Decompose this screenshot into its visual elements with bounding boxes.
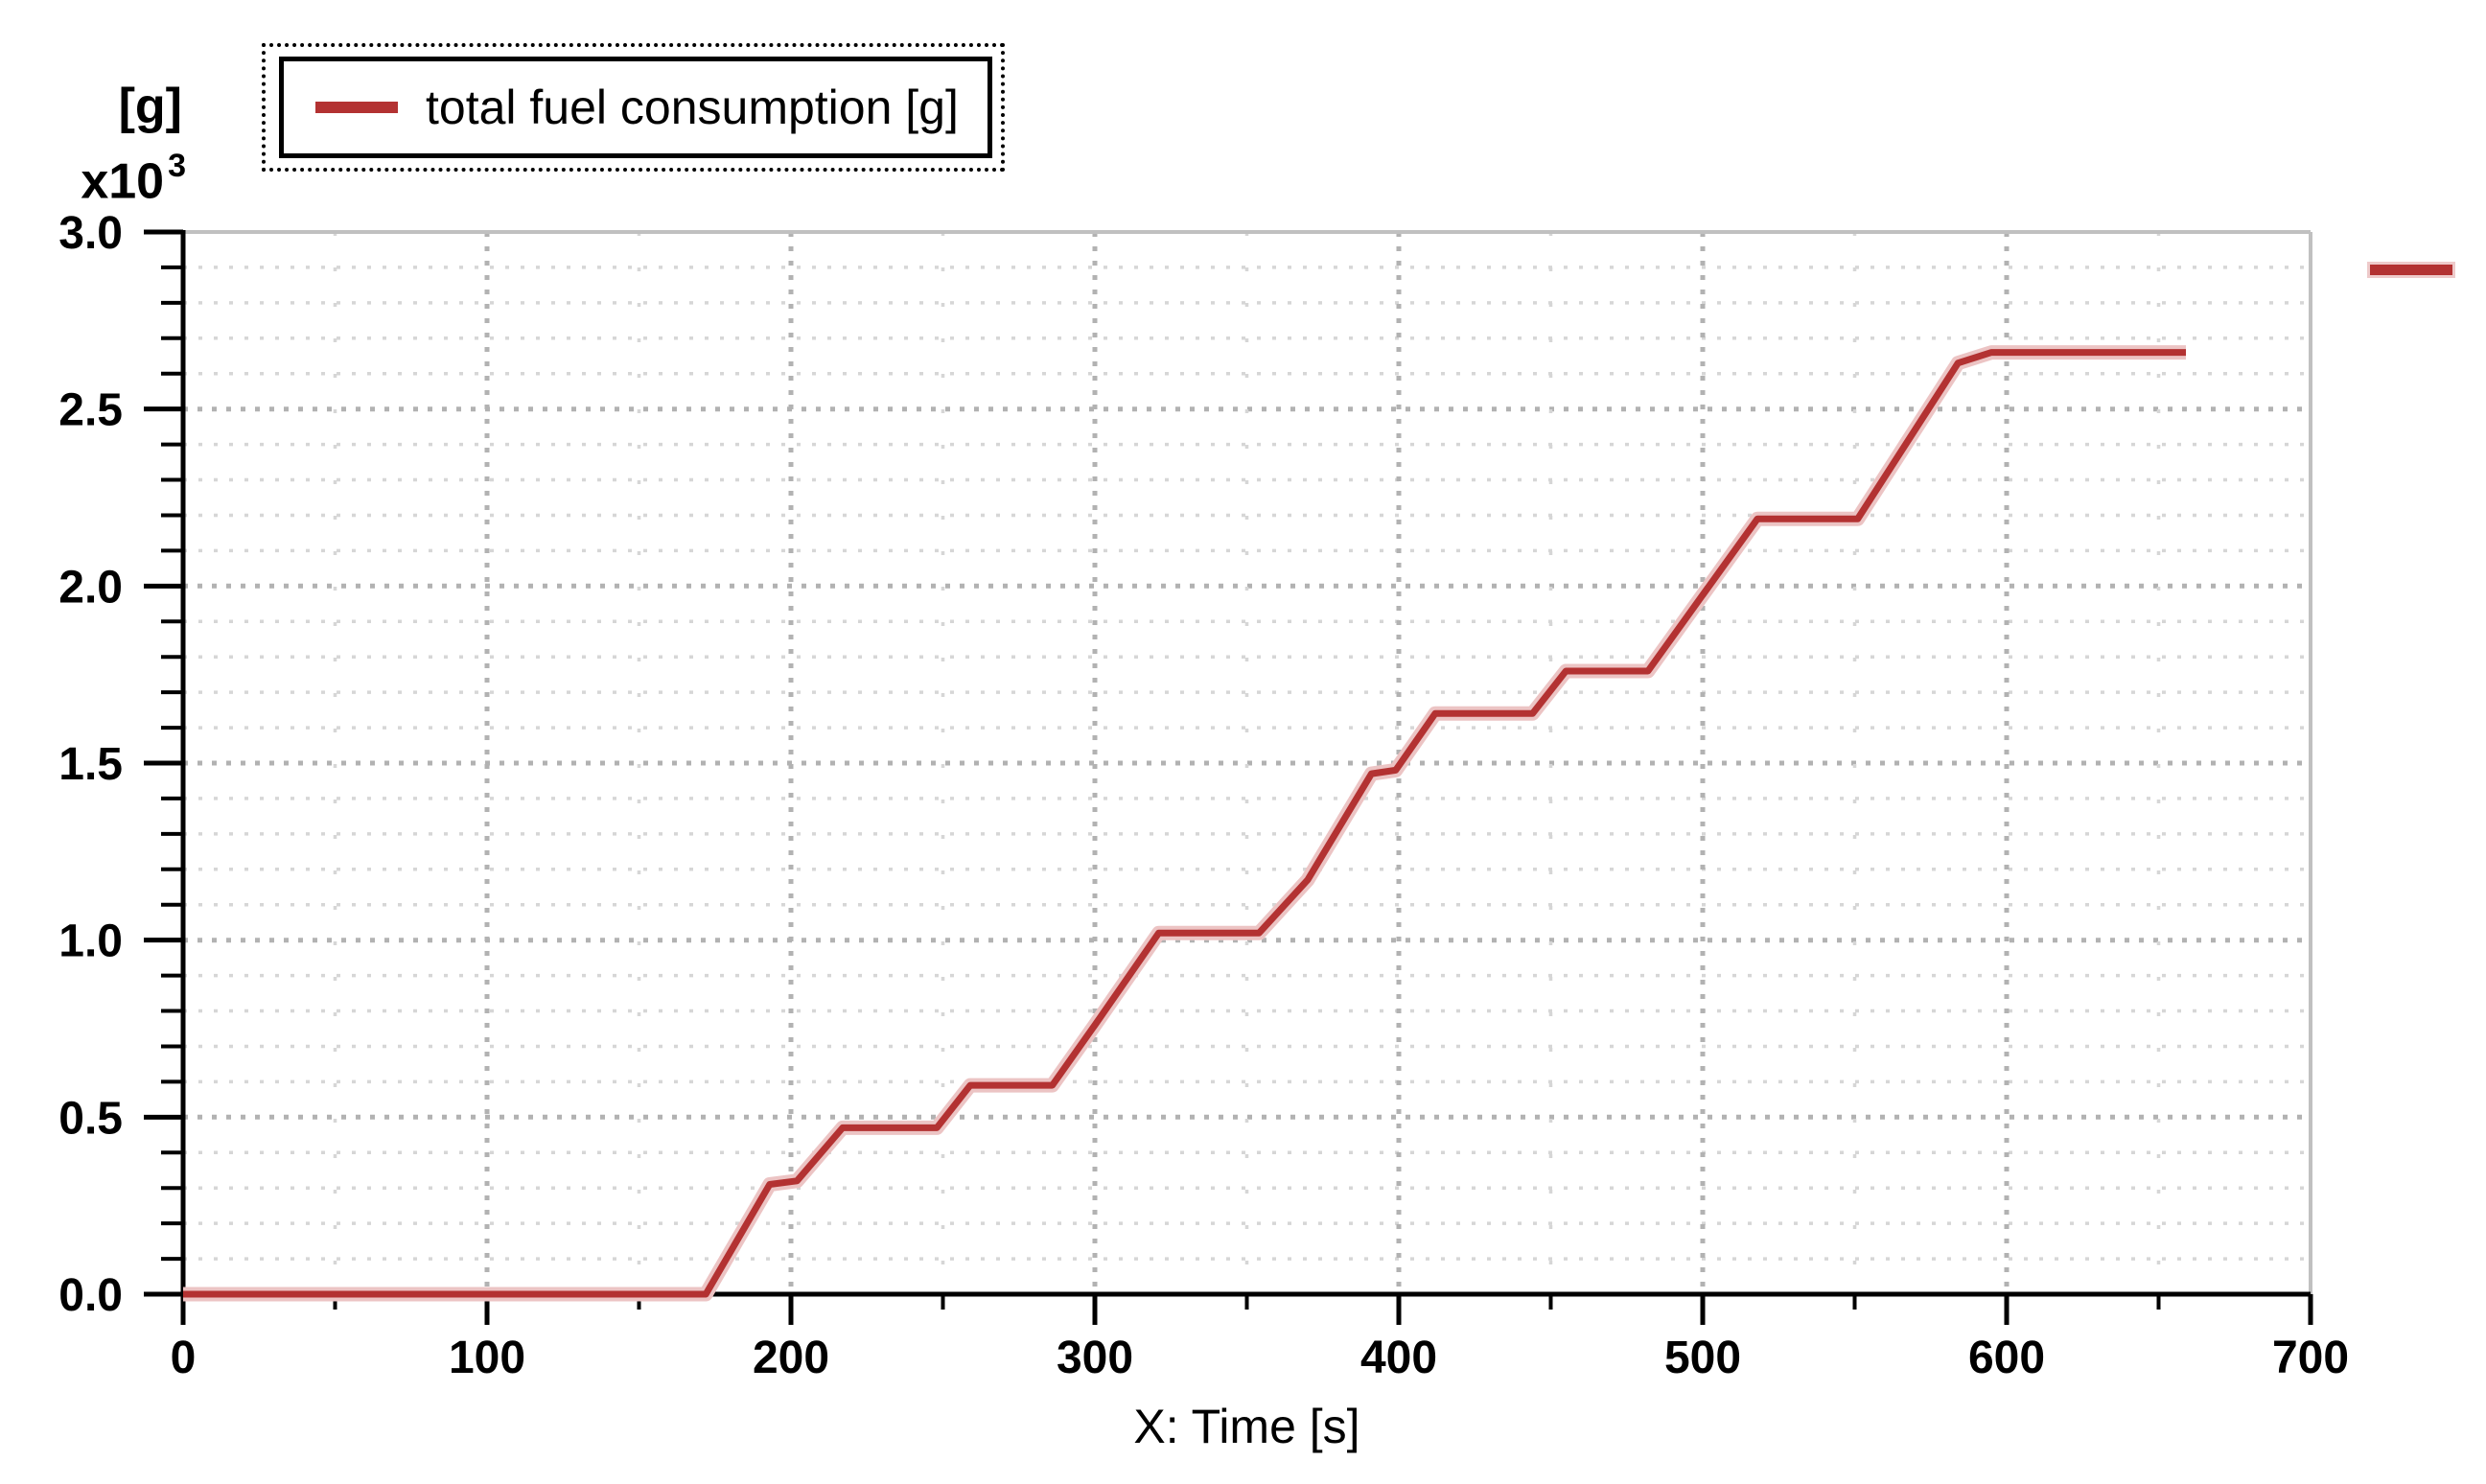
y-tick-label: 3.0 [58, 208, 123, 259]
legend-label: total fuel consumption [g] [426, 81, 959, 134]
legend-box[interactable]: total fuel consumption [g] [262, 43, 1005, 172]
y-tick-label: 1.0 [58, 916, 123, 967]
y-tick-label: 2.0 [58, 562, 123, 613]
x-tick-label: 300 [1057, 1333, 1133, 1383]
series-line-halo [183, 345, 2186, 1302]
y-tick-label: 1.5 [58, 739, 123, 790]
x-tick-label: 600 [1968, 1333, 2045, 1383]
legend-inner-frame: total fuel consumption [g] [279, 57, 992, 158]
y-axis-scale-label: x10 3 [81, 148, 186, 210]
legend-line-swatch [315, 102, 398, 113]
x-tick-label: 200 [753, 1333, 829, 1383]
y-tick-label: 2.5 [58, 385, 123, 436]
y-tick-label: 0.0 [58, 1270, 123, 1321]
x-tick-label: 700 [2272, 1333, 2349, 1383]
y-tick-label: 0.5 [58, 1093, 123, 1144]
x-tick-label: 500 [1664, 1333, 1741, 1383]
x-tick-label: 0 [171, 1333, 197, 1383]
y-axis-unit-label: [g] [118, 79, 182, 134]
series-line[interactable] [183, 349, 2186, 1298]
x-axis-title: X: Time [s] [1133, 1400, 1359, 1453]
y-axis-unit: [g] x10 3 [81, 75, 186, 213]
series-axis-marker [2370, 265, 2452, 275]
x-tick-label: 400 [1360, 1333, 1437, 1383]
x-tick-label: 100 [449, 1333, 525, 1383]
y-axis-scale-exponent: 3 [168, 148, 186, 184]
